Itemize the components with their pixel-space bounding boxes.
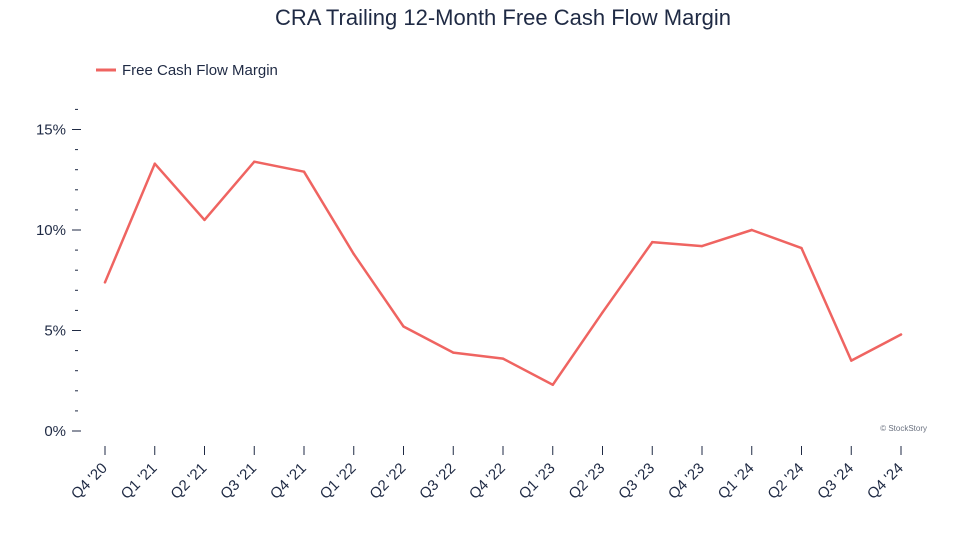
y-tick-label: 5% bbox=[44, 323, 66, 340]
chart-title: CRA Trailing 12-Month Free Cash Flow Mar… bbox=[275, 5, 731, 30]
data-point bbox=[402, 325, 405, 328]
x-tick-label: Q1 '23 bbox=[516, 460, 559, 503]
x-tick-label: Q2 '22 bbox=[366, 460, 409, 503]
data-point bbox=[800, 246, 803, 250]
data-point bbox=[302, 170, 306, 173]
x-tick-label: Q1 '24 bbox=[715, 460, 758, 503]
data-point bbox=[700, 244, 704, 248]
x-tick-label: Q4 '20 bbox=[68, 460, 111, 503]
x-tick-label: Q3 '24 bbox=[814, 460, 857, 503]
legend-label: Free Cash Flow Margin bbox=[122, 62, 278, 79]
data-point bbox=[203, 218, 206, 222]
x-tick-label: Q2 '24 bbox=[764, 460, 807, 503]
data-point bbox=[103, 281, 107, 284]
data-point bbox=[253, 160, 256, 163]
y-tick-label: 15% bbox=[36, 122, 66, 139]
x-tick-label: Q1 '21 bbox=[118, 460, 161, 503]
plot-area bbox=[103, 160, 903, 387]
data-point bbox=[352, 252, 355, 256]
data-point bbox=[452, 351, 455, 354]
x-tick-label: Q4 '24 bbox=[864, 460, 907, 503]
data-point bbox=[153, 162, 156, 165]
data-point bbox=[651, 240, 654, 244]
x-tick-label: Q2 '21 bbox=[167, 460, 210, 503]
data-point bbox=[899, 333, 903, 336]
legend: Free Cash Flow Margin bbox=[96, 62, 278, 79]
series-line bbox=[103, 160, 903, 387]
x-axis: Q4 '20 Q1 '21 Q2 '21 Q3 '21 Q4 '21 Q1 '22 Q2 '… bbox=[68, 446, 907, 503]
x-tick-label: Q4 '22 bbox=[466, 460, 509, 503]
data-point bbox=[501, 357, 505, 360]
data-point bbox=[850, 359, 853, 362]
x-tick-label: Q3 '23 bbox=[615, 460, 658, 503]
data-point bbox=[601, 311, 604, 314]
x-tick-label: Q2 '23 bbox=[565, 460, 608, 503]
data-point bbox=[551, 383, 554, 386]
watermark: © StockStory bbox=[880, 424, 927, 433]
y-tick-label: 0% bbox=[44, 423, 66, 440]
x-tick-label: Q1 '22 bbox=[317, 460, 360, 503]
data-point bbox=[750, 228, 753, 232]
x-tick-label: Q3 '22 bbox=[416, 460, 459, 503]
x-tick-label: Q3 '21 bbox=[217, 460, 260, 503]
y-axis: 0% 5% 10% 15% bbox=[36, 108, 81, 440]
y-tick-label: 10% bbox=[36, 222, 66, 239]
x-tick-label: Q4 '23 bbox=[665, 460, 708, 503]
x-tick-label: Q4 '21 bbox=[267, 460, 310, 503]
